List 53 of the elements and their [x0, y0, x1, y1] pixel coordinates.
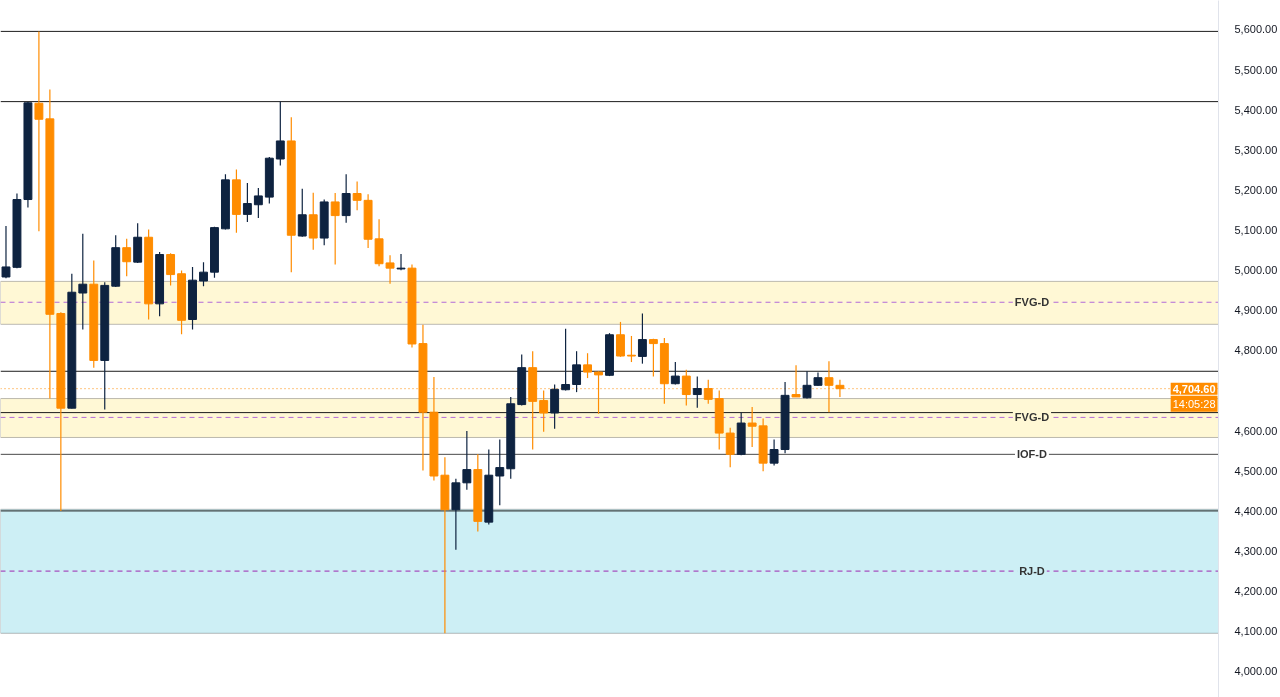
candlestick: [34, 30, 44, 232]
y-tick-label: 5,200.00: [1234, 183, 1278, 196]
ref-line-label: RJ-D: [1019, 565, 1045, 578]
candlestick: [539, 389, 549, 433]
y-tick-label: 5,000.00: [1234, 264, 1278, 277]
candlestick: [637, 312, 647, 365]
y-tick-label: 4,200.00: [1234, 585, 1278, 598]
candlestick: [308, 192, 318, 251]
y-tick-label: 5,400.00: [1234, 103, 1278, 116]
candlestick: [275, 101, 285, 167]
candlestick: [583, 352, 592, 379]
candlestick: [670, 361, 680, 386]
ref-line-label: FVG-D: [1014, 411, 1050, 424]
candlestick: [330, 192, 340, 266]
candlestick: [725, 427, 735, 468]
candlestick: [572, 350, 582, 393]
ref-line-label: 4,704.60: [1172, 382, 1216, 395]
candlestick: [462, 430, 472, 491]
candlestick: [1, 225, 11, 279]
candlestick: [648, 338, 658, 378]
annotation: 14:05:28: [1172, 397, 1216, 410]
candlestick: [199, 261, 208, 287]
candlestick: [242, 182, 252, 223]
y-tick-label: 4,500.00: [1234, 464, 1278, 477]
y-tick-label: 4,900.00: [1234, 304, 1278, 317]
candlestick: [396, 253, 406, 271]
candlestick: [166, 252, 176, 286]
candlestick: [692, 375, 702, 409]
candlestick: [122, 238, 132, 277]
ref-line-label: IOF-D: [1016, 448, 1047, 461]
y-tick-label: 4,100.00: [1234, 625, 1278, 638]
y-tick-label: 4,600.00: [1234, 424, 1278, 437]
y-tick-label: 4,400.00: [1234, 504, 1278, 517]
candlestick: [616, 321, 625, 358]
candlestick: [802, 370, 812, 400]
candlestick: [297, 188, 307, 238]
candlestick: [78, 233, 88, 331]
y-tick-label: 5,500.00: [1234, 63, 1278, 76]
y-tick-label: 4,800.00: [1234, 344, 1278, 357]
candlestick: [747, 406, 757, 448]
candlestick: [495, 438, 505, 506]
candlestick: [550, 383, 560, 430]
y-tick-label: 5,600.00: [1234, 23, 1278, 36]
y-tick-label: 4,300.00: [1234, 545, 1278, 558]
candlestick: [824, 360, 834, 413]
candlestick: [627, 335, 636, 363]
candlestick: [341, 173, 351, 224]
candlestick: [253, 187, 263, 219]
candlestick: [561, 328, 571, 392]
y-tick-label: 4,000.00: [1234, 665, 1278, 678]
y-tick-label: 5,100.00: [1234, 224, 1278, 237]
ref-line-label: FVG-D: [1014, 296, 1050, 309]
y-tick-label: 5,300.00: [1234, 143, 1278, 156]
